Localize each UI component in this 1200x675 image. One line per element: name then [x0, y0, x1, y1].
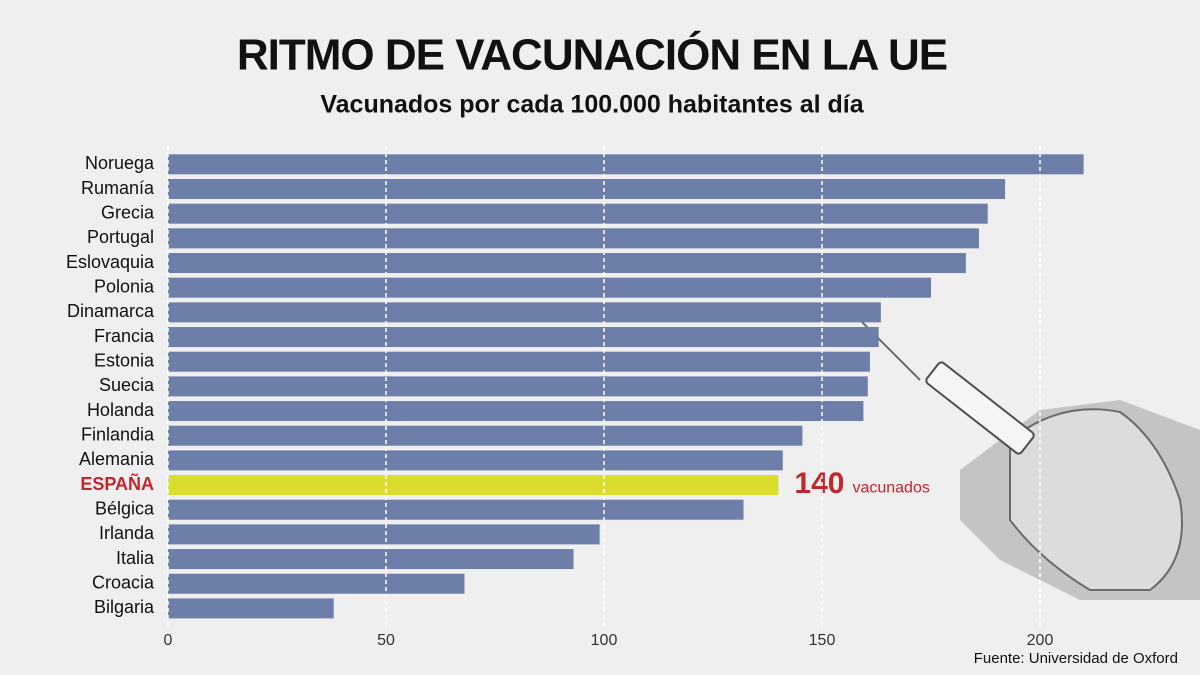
y-tick-label: Francia — [94, 326, 155, 346]
data-label: 140 — [794, 467, 844, 500]
x-tick-label: 100 — [591, 632, 618, 649]
y-tick-label: Suecia — [99, 375, 155, 395]
y-tick-label: Rumanía — [81, 178, 155, 198]
bar — [168, 573, 465, 594]
bar — [168, 499, 744, 520]
y-tick-label: Portugal — [87, 227, 154, 247]
y-tick-label: Irlanda — [99, 523, 155, 543]
bar — [168, 376, 868, 397]
x-tick-label: 200 — [1027, 632, 1054, 649]
y-tick-label: Croacia — [92, 572, 155, 592]
y-tick-label: Noruega — [85, 153, 155, 173]
y-tick-label: Holanda — [87, 400, 155, 420]
bar — [168, 203, 988, 224]
bar — [168, 179, 1006, 200]
y-tick-label: Bélgica — [95, 498, 155, 518]
x-tick-label: 50 — [377, 632, 395, 649]
y-tick-label: Grecia — [101, 202, 155, 222]
bar — [168, 524, 600, 545]
y-tick-label: Bilgaria — [94, 597, 155, 617]
bar — [168, 302, 881, 323]
bar — [168, 253, 966, 274]
bar — [168, 598, 334, 619]
source-note: Fuente: Universidad de Oxford — [974, 650, 1178, 667]
bar — [168, 228, 979, 249]
chart-title: RITMO DE VACUNACIÓN EN LA UE — [237, 30, 947, 80]
bar — [168, 450, 783, 471]
syringe-illustration — [844, 304, 1200, 600]
y-tick-label: Eslovaquia — [66, 252, 155, 272]
bar — [168, 327, 879, 348]
data-label-unit: vacunados — [852, 479, 929, 496]
y-tick-label: ESPAÑA — [80, 473, 154, 494]
y-tick-label: Estonia — [94, 350, 155, 370]
bar — [168, 475, 779, 496]
y-tick-label: Italia — [116, 548, 155, 568]
y-tick-label: Dinamarca — [67, 301, 155, 321]
bar — [168, 549, 574, 570]
x-tick-label: 0 — [164, 632, 173, 649]
y-tick-label: Polonia — [94, 276, 155, 296]
x-tick-label: 150 — [809, 632, 836, 649]
bar — [168, 401, 864, 422]
bar — [168, 351, 870, 372]
chart-subtitle: Vacunados por cada 100.000 habitantes al… — [320, 91, 864, 119]
bar — [168, 277, 931, 298]
y-tick-label: Finlandia — [81, 424, 155, 444]
bar — [168, 425, 803, 446]
y-tick-label: Alemania — [79, 449, 155, 469]
bar — [168, 154, 1084, 175]
